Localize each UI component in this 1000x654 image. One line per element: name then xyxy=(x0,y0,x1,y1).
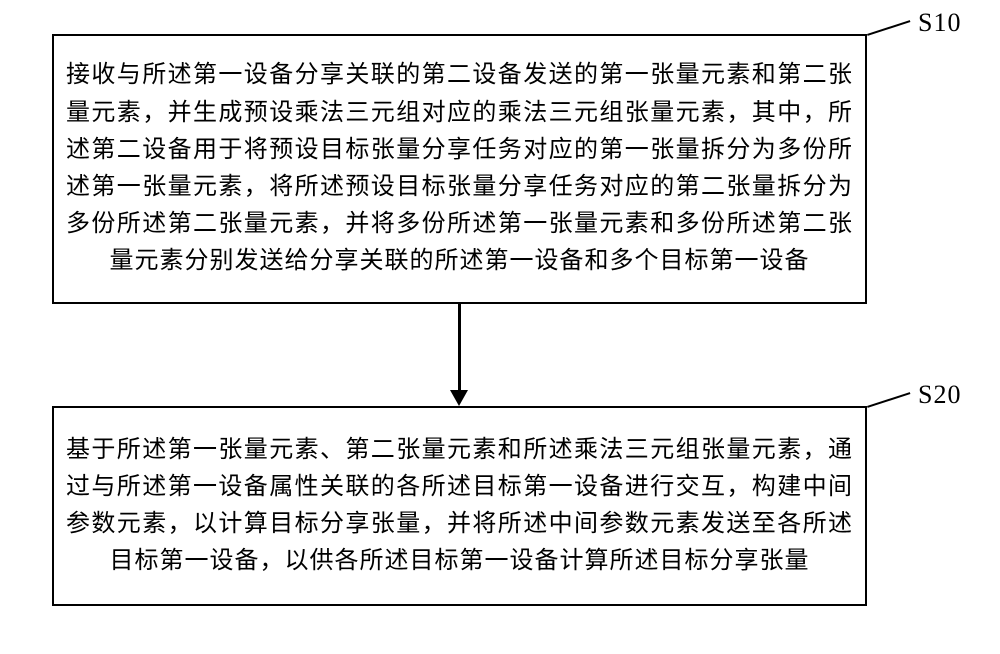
arrow-head-icon xyxy=(450,390,468,406)
arrow-shaft xyxy=(458,304,461,390)
flow-step-s10: 接收与所述第一设备分享关联的第二设备发送的第一张量元素和第二张量元素，并生成预设… xyxy=(52,34,867,304)
step-label-s20: S20 xyxy=(918,380,961,410)
flow-step-s20-text: 基于所述第一张量元素、第二张量元素和所述乘法三元组张量元素，通过与所述第一设备属… xyxy=(54,426,865,587)
leader-line-s20 xyxy=(867,392,911,408)
flowchart-canvas: 接收与所述第一设备分享关联的第二设备发送的第一张量元素和第二张量元素，并生成预设… xyxy=(0,0,1000,654)
step-label-s10: S10 xyxy=(918,8,961,38)
leader-line-s10 xyxy=(867,20,911,36)
flow-step-s10-text: 接收与所述第一设备分享关联的第二设备发送的第一张量元素和第二张量元素，并生成预设… xyxy=(54,51,865,286)
flow-step-s20: 基于所述第一张量元素、第二张量元素和所述乘法三元组张量元素，通过与所述第一设备属… xyxy=(52,406,867,606)
